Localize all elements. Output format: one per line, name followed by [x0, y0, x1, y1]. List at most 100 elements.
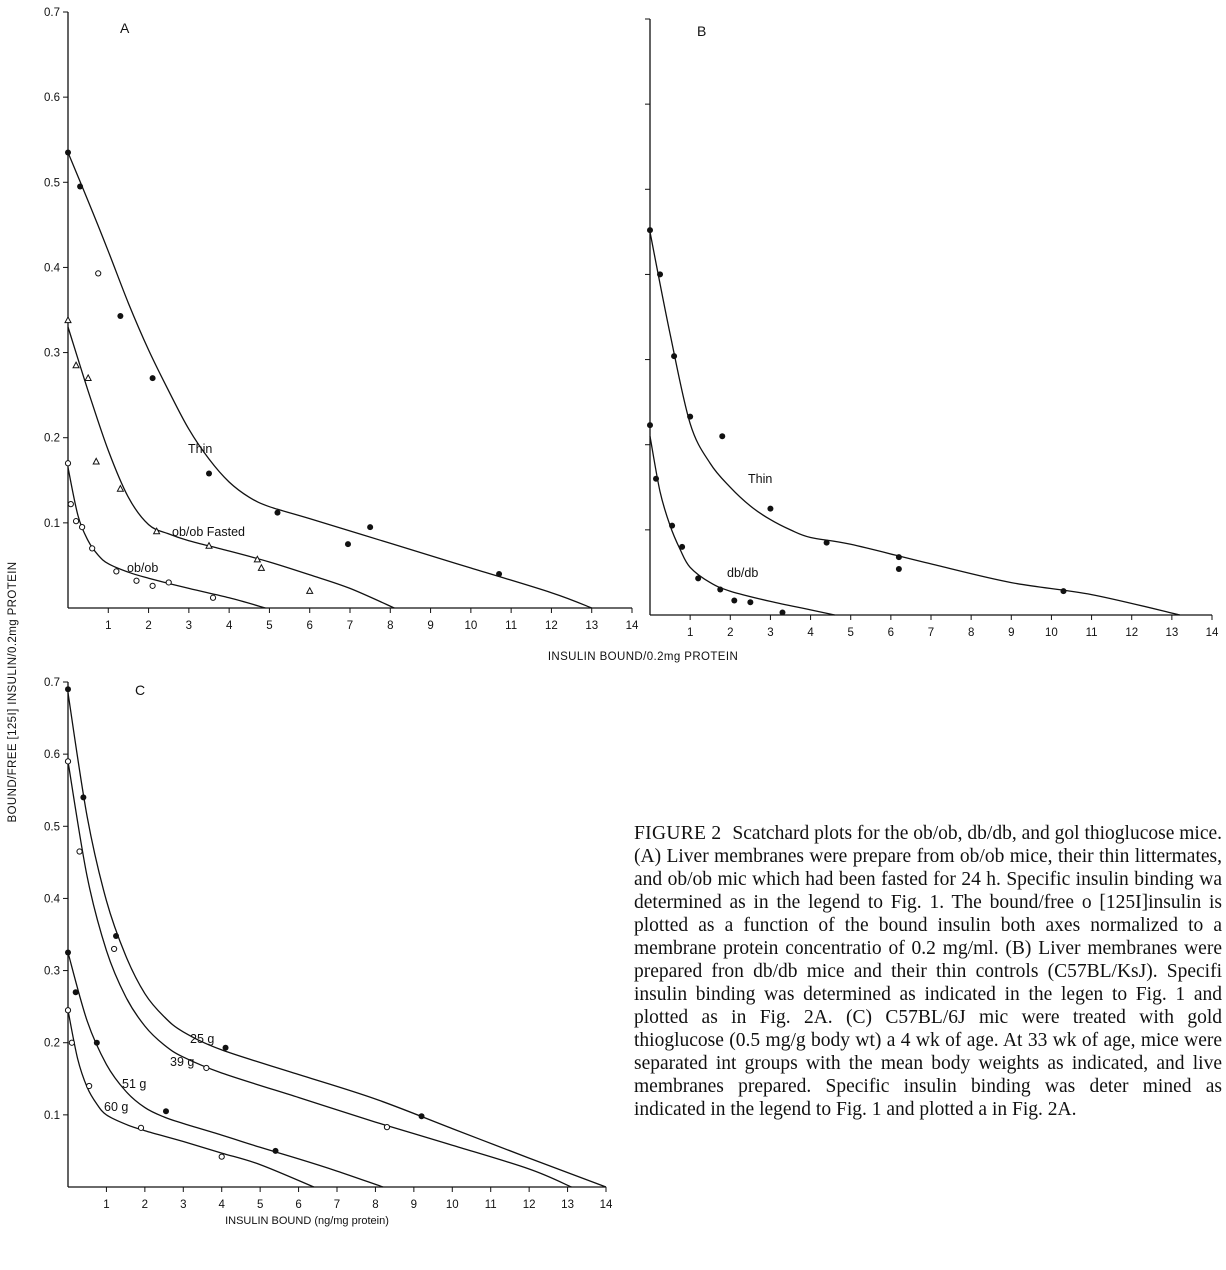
panel-c-series-51-g-curve: [67, 952, 384, 1188]
panel-b-x-tick-label: 3: [767, 627, 773, 639]
caption-body: Scatchard plots for the ob/ob, db/db, an…: [634, 823, 1223, 1120]
panel-c-series-39-g-curve: [67, 761, 572, 1188]
panel-c-x-tick-label: 5: [257, 1199, 263, 1211]
panel-c-series-39-g-point: [383, 1124, 391, 1131]
panel-a-series-ob-ob-point: [165, 579, 172, 586]
panel-a-series-ob-ob-fasted-point: [116, 484, 125, 492]
panel-a-series-thin-point: [206, 470, 212, 477]
panel-c-series-25-g-point: [80, 794, 87, 801]
panel-a-y-tick-label: 0.6: [44, 92, 60, 104]
panel-a-y-tick-label: 0.3: [44, 348, 60, 360]
panel-b-series-db-db-point: [779, 609, 786, 616]
panel-a-x-tick-label: 6: [307, 620, 313, 632]
panel-c-y-tick-label: 0.3: [44, 966, 60, 978]
panel-b-series-thin-curve: [649, 231, 1181, 616]
panel-b-series-db-db-point: [717, 586, 724, 593]
panel-c-x-tick-label: 4: [219, 1199, 226, 1211]
panel-c-series-51-g-point: [72, 989, 79, 996]
panel-b-series-thin-point: [895, 566, 902, 573]
panel-a-series-ob-ob-fasted-point: [305, 586, 314, 594]
panel-a-plot: 1 2 3 4 5 6 7 8 9 10 11 12 13 140.10.20.30.40.50.60.7…: [44, 7, 639, 632]
panel-c-series-25-g-label: 25 g: [190, 1032, 214, 1046]
panel-b-x-tick-label: 8: [968, 627, 974, 639]
panel-b-x-tick-label: 13: [1165, 627, 1178, 639]
panel-c-series-60-g-point: [86, 1082, 93, 1090]
panel-b-series-thin-point: [647, 227, 653, 234]
panel-b-x-tick-label: 9: [1008, 627, 1014, 639]
panel-a-series-thin-label: Thin: [188, 442, 212, 456]
panel-c-series-60-g-point: [218, 1153, 225, 1160]
panel-a-series-ob-ob-fasted-point: [205, 541, 213, 549]
panel-c-series-39-g-point: [203, 1064, 210, 1072]
panel-c-x-tick-label: 10: [446, 1199, 459, 1211]
panel-c-x-tick-label: 8: [372, 1199, 378, 1211]
panel-c-x-tick-label: 13: [561, 1199, 574, 1211]
panel-c-y-tick-label: 0.2: [44, 1038, 60, 1050]
panel-c-series-60-g-point: [64, 1007, 72, 1014]
panel-a-x-tick-label: 2: [145, 620, 151, 632]
panel-a-series-ob-ob-point: [64, 460, 72, 467]
panel-c-x-tick-label: 2: [142, 1199, 148, 1211]
panel-c-x-tick-label: 7: [334, 1199, 340, 1211]
figure-caption: FIGURE 2 Scatchard plots for the ob/ob, …: [634, 822, 1222, 1121]
panel-c-series-60-g-point: [137, 1124, 145, 1131]
panel-a-series-ob-ob-fasted-point: [84, 373, 92, 382]
panel-c-x-tick-label: 11: [485, 1199, 497, 1211]
panel-c-series-60-g-point: [68, 1039, 75, 1046]
panel-a-series-thin-curve: [67, 152, 592, 609]
panel-a-x-tick-label: 1: [105, 620, 111, 632]
panel-b-series-thin-point: [895, 554, 902, 561]
panel-a-series-ob-ob-label: ob/ob: [127, 561, 158, 575]
panel-a-series-thin-point: [77, 183, 84, 190]
panel-a-x-tick-label: 9: [427, 620, 433, 632]
panel-c-series-25-g-point: [222, 1044, 229, 1051]
panel-c-series-51-g-point: [65, 949, 71, 956]
panel-a-x-tick-label: 4: [226, 620, 233, 632]
panel-a-series-ob-ob-point: [149, 582, 156, 589]
panel-b-series-thin-point: [687, 413, 694, 420]
panel-b-series-thin-point: [671, 353, 678, 360]
panel-c-y-tick-label: 0.1: [44, 1110, 60, 1122]
panel-c-x-tick-label: 12: [523, 1199, 536, 1211]
panel-b-x-tick-label: 5: [848, 627, 854, 639]
panel-b-x-tick-label: 14: [1206, 627, 1219, 639]
panel-a-series-thin-point: [496, 570, 503, 577]
panel-b-x-tick-label: 4: [807, 627, 814, 639]
panel-a-y-tick-label: 0.2: [44, 433, 60, 445]
shared-x-axis-label: INSULIN BOUND/0.2mg PROTEIN: [548, 651, 738, 663]
panel-a-x-tick-label: 12: [545, 620, 558, 632]
panel-c-panel-label: C: [135, 682, 145, 698]
panel-c-series-39-g-point: [111, 945, 118, 953]
panel-a-x-tick-label: 11: [505, 620, 517, 632]
panel-a-series-thin-point: [149, 375, 156, 382]
panel-a-x-tick-label: 13: [585, 620, 598, 632]
panel-c-series-51-g-label: 51 g: [122, 1077, 146, 1091]
panel-a-series-ob-ob-point: [95, 270, 102, 277]
panel-b-series-db-db-label: db/db: [727, 566, 758, 580]
panel-b-panel-label: B: [697, 23, 706, 39]
panel-a-series-ob-ob-curve: [67, 467, 266, 609]
panel-c-series-39-g-label: 39 g: [170, 1055, 194, 1069]
panel-a-y-tick-label: 0.7: [44, 7, 60, 19]
panel-a-series-ob-ob-point: [113, 568, 120, 575]
panel-a-series-ob-ob-point: [209, 594, 217, 601]
panel-c-plot: 1 2 3 4 5 6 7 8 9 10 11 12 13 140.10.20.30.40.50.60.7…: [44, 677, 613, 1227]
panel-c-y-tick-label: 0.5: [44, 821, 60, 833]
panel-c-x-axis-label: INSULIN BOUND (ng/mg protein): [225, 1215, 389, 1227]
panel-c-y-tick-label: 0.4: [44, 893, 61, 905]
panel-a-series-ob-ob-fasted-point: [257, 563, 266, 571]
caption-figure-label: FIGURE 2: [634, 823, 722, 844]
panel-a-series-thin-point: [274, 509, 281, 516]
panel-c-series-51-g-point: [162, 1108, 169, 1115]
panel-c-series-25-g-point: [418, 1113, 425, 1120]
panel-a-series-ob-ob-point: [79, 524, 86, 531]
panel-b-series-thin-point: [657, 271, 664, 278]
panel-c-series-25-g-point: [65, 686, 71, 693]
panel-a-series-ob-ob-point: [89, 545, 96, 552]
panel-a-series-thin-point: [367, 524, 374, 531]
panel-c-x-tick-label: 6: [295, 1199, 301, 1211]
panel-b-series-db-db-point: [647, 422, 653, 429]
panel-c-series-25-g-curve: [67, 692, 607, 1188]
